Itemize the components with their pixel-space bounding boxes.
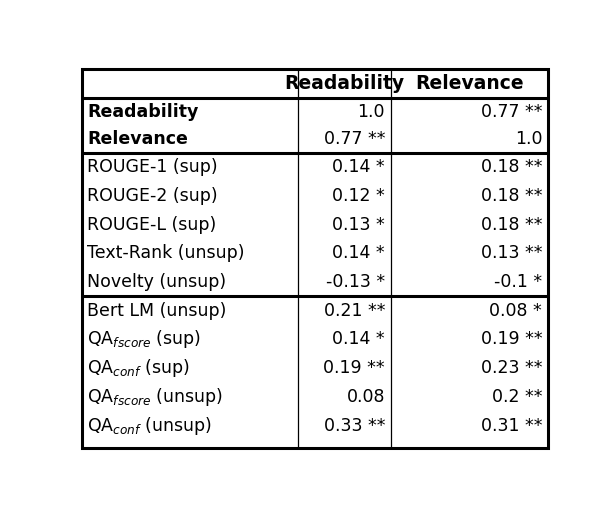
Text: 0.77 **: 0.77 ** — [481, 103, 542, 121]
Text: Relevance: Relevance — [87, 130, 188, 148]
Text: 0.13 *: 0.13 * — [332, 216, 385, 234]
Text: 0.77 **: 0.77 ** — [324, 130, 385, 148]
Text: $\mathrm{QA}_{fscore}$ (unsup): $\mathrm{QA}_{fscore}$ (unsup) — [87, 386, 223, 408]
Text: Bert LM (unsup): Bert LM (unsup) — [87, 302, 227, 320]
Text: 0.31 **: 0.31 ** — [481, 417, 542, 434]
Text: -0.1 *: -0.1 * — [494, 273, 542, 291]
Text: 0.14 *: 0.14 * — [332, 158, 385, 176]
Text: Text-Rank (unsup): Text-Rank (unsup) — [87, 244, 245, 263]
Text: Relevance: Relevance — [415, 74, 524, 93]
Text: 0.18 **: 0.18 ** — [481, 158, 542, 176]
Text: 0.13 **: 0.13 ** — [481, 244, 542, 263]
Text: $\mathrm{QA}_{conf}$ (sup): $\mathrm{QA}_{conf}$ (sup) — [87, 357, 190, 379]
Text: 0.18 **: 0.18 ** — [481, 216, 542, 234]
Text: 0.08 *: 0.08 * — [489, 302, 542, 320]
Text: ROUGE-1 (sup): ROUGE-1 (sup) — [87, 158, 218, 176]
Text: 0.12 *: 0.12 * — [332, 187, 385, 205]
Text: 1.0: 1.0 — [357, 103, 385, 121]
Text: 0.08: 0.08 — [346, 388, 385, 406]
Text: ROUGE-2 (sup): ROUGE-2 (sup) — [87, 187, 218, 205]
Text: 0.21 **: 0.21 ** — [324, 302, 385, 320]
Text: Readability: Readability — [87, 103, 198, 121]
Text: 0.14 *: 0.14 * — [332, 244, 385, 263]
Text: 0.19 **: 0.19 ** — [324, 359, 385, 377]
Text: 0.33 **: 0.33 ** — [324, 417, 385, 434]
Text: 0.14 *: 0.14 * — [332, 331, 385, 348]
Text: -0.13 *: -0.13 * — [326, 273, 385, 291]
Text: Readability: Readability — [284, 74, 405, 93]
Text: 0.2 **: 0.2 ** — [492, 388, 542, 406]
Text: ROUGE-L (sup): ROUGE-L (sup) — [87, 216, 217, 234]
Text: 0.18 **: 0.18 ** — [481, 187, 542, 205]
Text: 1.0: 1.0 — [515, 130, 542, 148]
Text: $\mathrm{QA}_{conf}$ (unsup): $\mathrm{QA}_{conf}$ (unsup) — [87, 415, 212, 436]
Text: $\mathrm{QA}_{fscore}$ (sup): $\mathrm{QA}_{fscore}$ (sup) — [87, 329, 201, 351]
Text: 0.23 **: 0.23 ** — [481, 359, 542, 377]
Text: Novelty (unsup): Novelty (unsup) — [87, 273, 227, 291]
Text: 0.19 **: 0.19 ** — [481, 331, 542, 348]
